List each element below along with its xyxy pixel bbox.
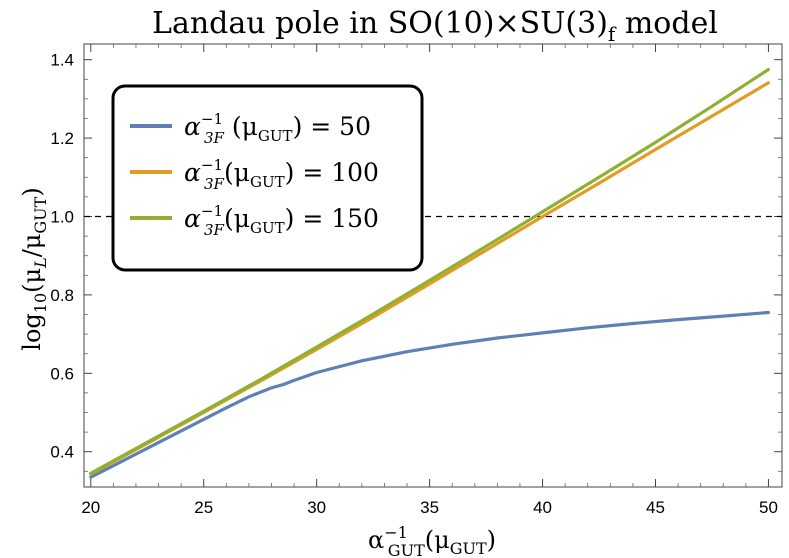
x-tick-labels: 20 25 30 35 40 45 50 (81, 498, 778, 517)
x-tick-label: 35 (420, 498, 439, 517)
plot-frame (83, 43, 783, 488)
legend-label-3: α−1 3F(μGUT) = 150 (184, 202, 379, 239)
legend-label-2: α−1 3F(μGUT) = 100 (184, 156, 379, 193)
y-tick-label: 1.0 (50, 207, 74, 226)
y-tick-labels: 0.4 0.6 0.8 1.0 1.2 1.4 (50, 51, 74, 462)
y-tick-label: 0.4 (50, 443, 74, 462)
x-tick-label: 50 (759, 498, 778, 517)
tick-marks (84, 44, 782, 487)
y-tick-label: 0.6 (50, 364, 74, 383)
x-tick-label: 20 (81, 498, 100, 517)
chart-title: Landau pole in SO(10)×SU(3)f model (152, 6, 718, 46)
y-tick-label: 0.8 (50, 286, 74, 305)
legend-label-1: α−1 3F (μGUT) = 50 (184, 110, 371, 147)
legend: α−1 3F (μGUT) = 50 α−1 3F(μGUT) = 100 α−1 3F(… (111, 84, 424, 272)
y-tick-label: 1.2 (50, 129, 74, 148)
x-axis-label: α−1 GUT(μGUT) (368, 523, 496, 558)
x-tick-label: 40 (533, 498, 552, 517)
x-tick-label: 30 (307, 498, 326, 517)
y-tick-label: 1.4 (50, 51, 74, 70)
x-tick-label: 25 (194, 498, 213, 517)
y-axis-label: log10(μL/μGUT) (18, 187, 50, 350)
series-line-1 (89, 310, 771, 479)
series-lines (89, 67, 771, 479)
legend-box (111, 84, 424, 272)
x-tick-label: 45 (646, 498, 665, 517)
series-line-3 (89, 67, 771, 475)
